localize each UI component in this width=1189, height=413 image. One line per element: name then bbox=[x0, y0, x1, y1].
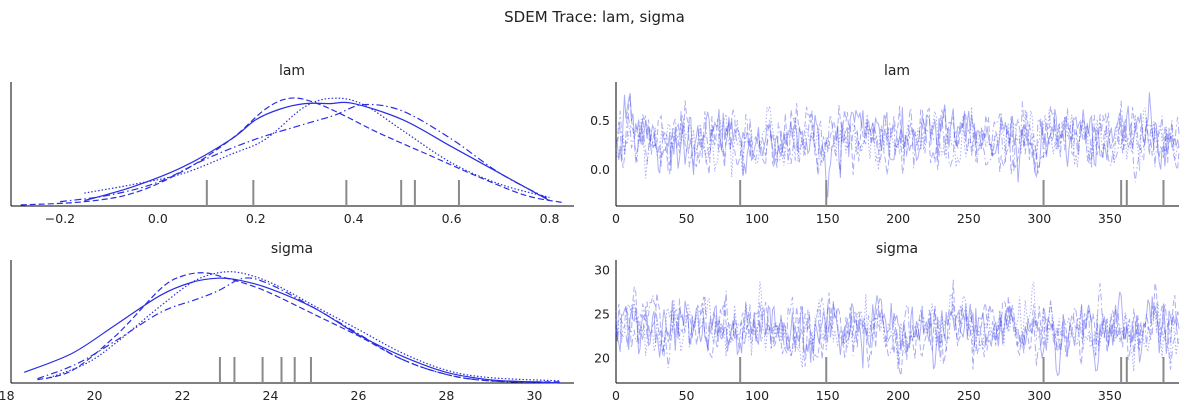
trace-line-dashdot bbox=[615, 283, 1180, 371]
y-tick-label: 0.5 bbox=[590, 113, 610, 128]
x-tick-label: 20 bbox=[87, 388, 103, 403]
x-tick-label: 0 bbox=[612, 388, 620, 403]
x-tick-label: 18 bbox=[0, 388, 15, 403]
x-tick-label: 350 bbox=[1098, 211, 1122, 226]
x-tick-label: 200 bbox=[886, 388, 910, 403]
x-tick-label: 150 bbox=[816, 388, 840, 403]
lam-density-panel: −0.2 0.0 0.2 0.4 0.6 0.8 bbox=[10, 82, 574, 226]
trace-line-dashed bbox=[615, 279, 1180, 376]
trace-line-dotted bbox=[615, 281, 1180, 372]
density-curve-dashdot bbox=[59, 103, 550, 203]
x-tick-label: 22 bbox=[175, 388, 191, 403]
x-tick-label: 28 bbox=[438, 388, 454, 403]
x-tick-label: 50 bbox=[679, 388, 695, 403]
x-tick-label: 0.2 bbox=[246, 211, 266, 226]
density-curve-dashed bbox=[37, 272, 561, 383]
y-tick-label: 30 bbox=[594, 263, 610, 278]
lam-density-title: lam bbox=[279, 63, 305, 79]
y-tick-label: 20 bbox=[594, 350, 610, 365]
x-tick-label: 300 bbox=[1027, 388, 1051, 403]
density-curve-dashdot bbox=[37, 277, 561, 384]
trace-line-dashed bbox=[615, 96, 1180, 176]
density-curve-dotted bbox=[84, 97, 550, 198]
x-tick-label: 0.8 bbox=[540, 211, 560, 226]
density-curve-dotted bbox=[45, 271, 561, 382]
x-tick-label: 0.6 bbox=[442, 211, 462, 226]
x-tick-label: 150 bbox=[816, 211, 840, 226]
figure-title: SDEM Trace: lam, sigma bbox=[504, 8, 685, 26]
sigma-trace-panel: 0 50 100 150 200 250 300 350 20 25 30 bbox=[594, 260, 1180, 403]
sigma-density-panel: 18 20 22 24 26 28 30 bbox=[0, 260, 574, 403]
x-tick-label: 50 bbox=[679, 211, 695, 226]
x-tick-label: 24 bbox=[263, 388, 279, 403]
sigma-trace-title: sigma bbox=[876, 241, 918, 257]
y-tick-label: 25 bbox=[594, 306, 610, 321]
x-tick-label: 300 bbox=[1027, 211, 1051, 226]
x-tick-label: 30 bbox=[526, 388, 542, 403]
x-tick-label: 350 bbox=[1098, 388, 1122, 403]
x-tick-label: 100 bbox=[745, 388, 769, 403]
lam-trace-panel: 0 50 100 150 200 250 300 350 0.0 0.5 bbox=[590, 82, 1180, 226]
trace-line-solid bbox=[615, 291, 1180, 377]
x-tick-label: 0.4 bbox=[344, 211, 364, 226]
density-curve-dashed bbox=[20, 97, 565, 206]
x-tick-label: 0.0 bbox=[148, 211, 168, 226]
density-curve-solid bbox=[84, 101, 550, 202]
x-tick-label: 0 bbox=[612, 211, 620, 226]
x-tick-label: 250 bbox=[957, 388, 981, 403]
y-tick-label: 0.0 bbox=[590, 162, 610, 177]
x-tick-label: 100 bbox=[745, 211, 769, 226]
trace-line-dashdot bbox=[615, 100, 1180, 183]
x-tick-label: −0.2 bbox=[45, 211, 75, 226]
x-tick-label: 200 bbox=[886, 211, 910, 226]
lam-trace-title: lam bbox=[884, 63, 910, 79]
density-curve-solid bbox=[23, 277, 561, 384]
x-tick-label: 26 bbox=[351, 388, 367, 403]
x-tick-label: 250 bbox=[957, 211, 981, 226]
trace-line-dotted bbox=[615, 105, 1180, 179]
sigma-density-title: sigma bbox=[271, 241, 313, 257]
trace-line-solid bbox=[615, 92, 1180, 198]
